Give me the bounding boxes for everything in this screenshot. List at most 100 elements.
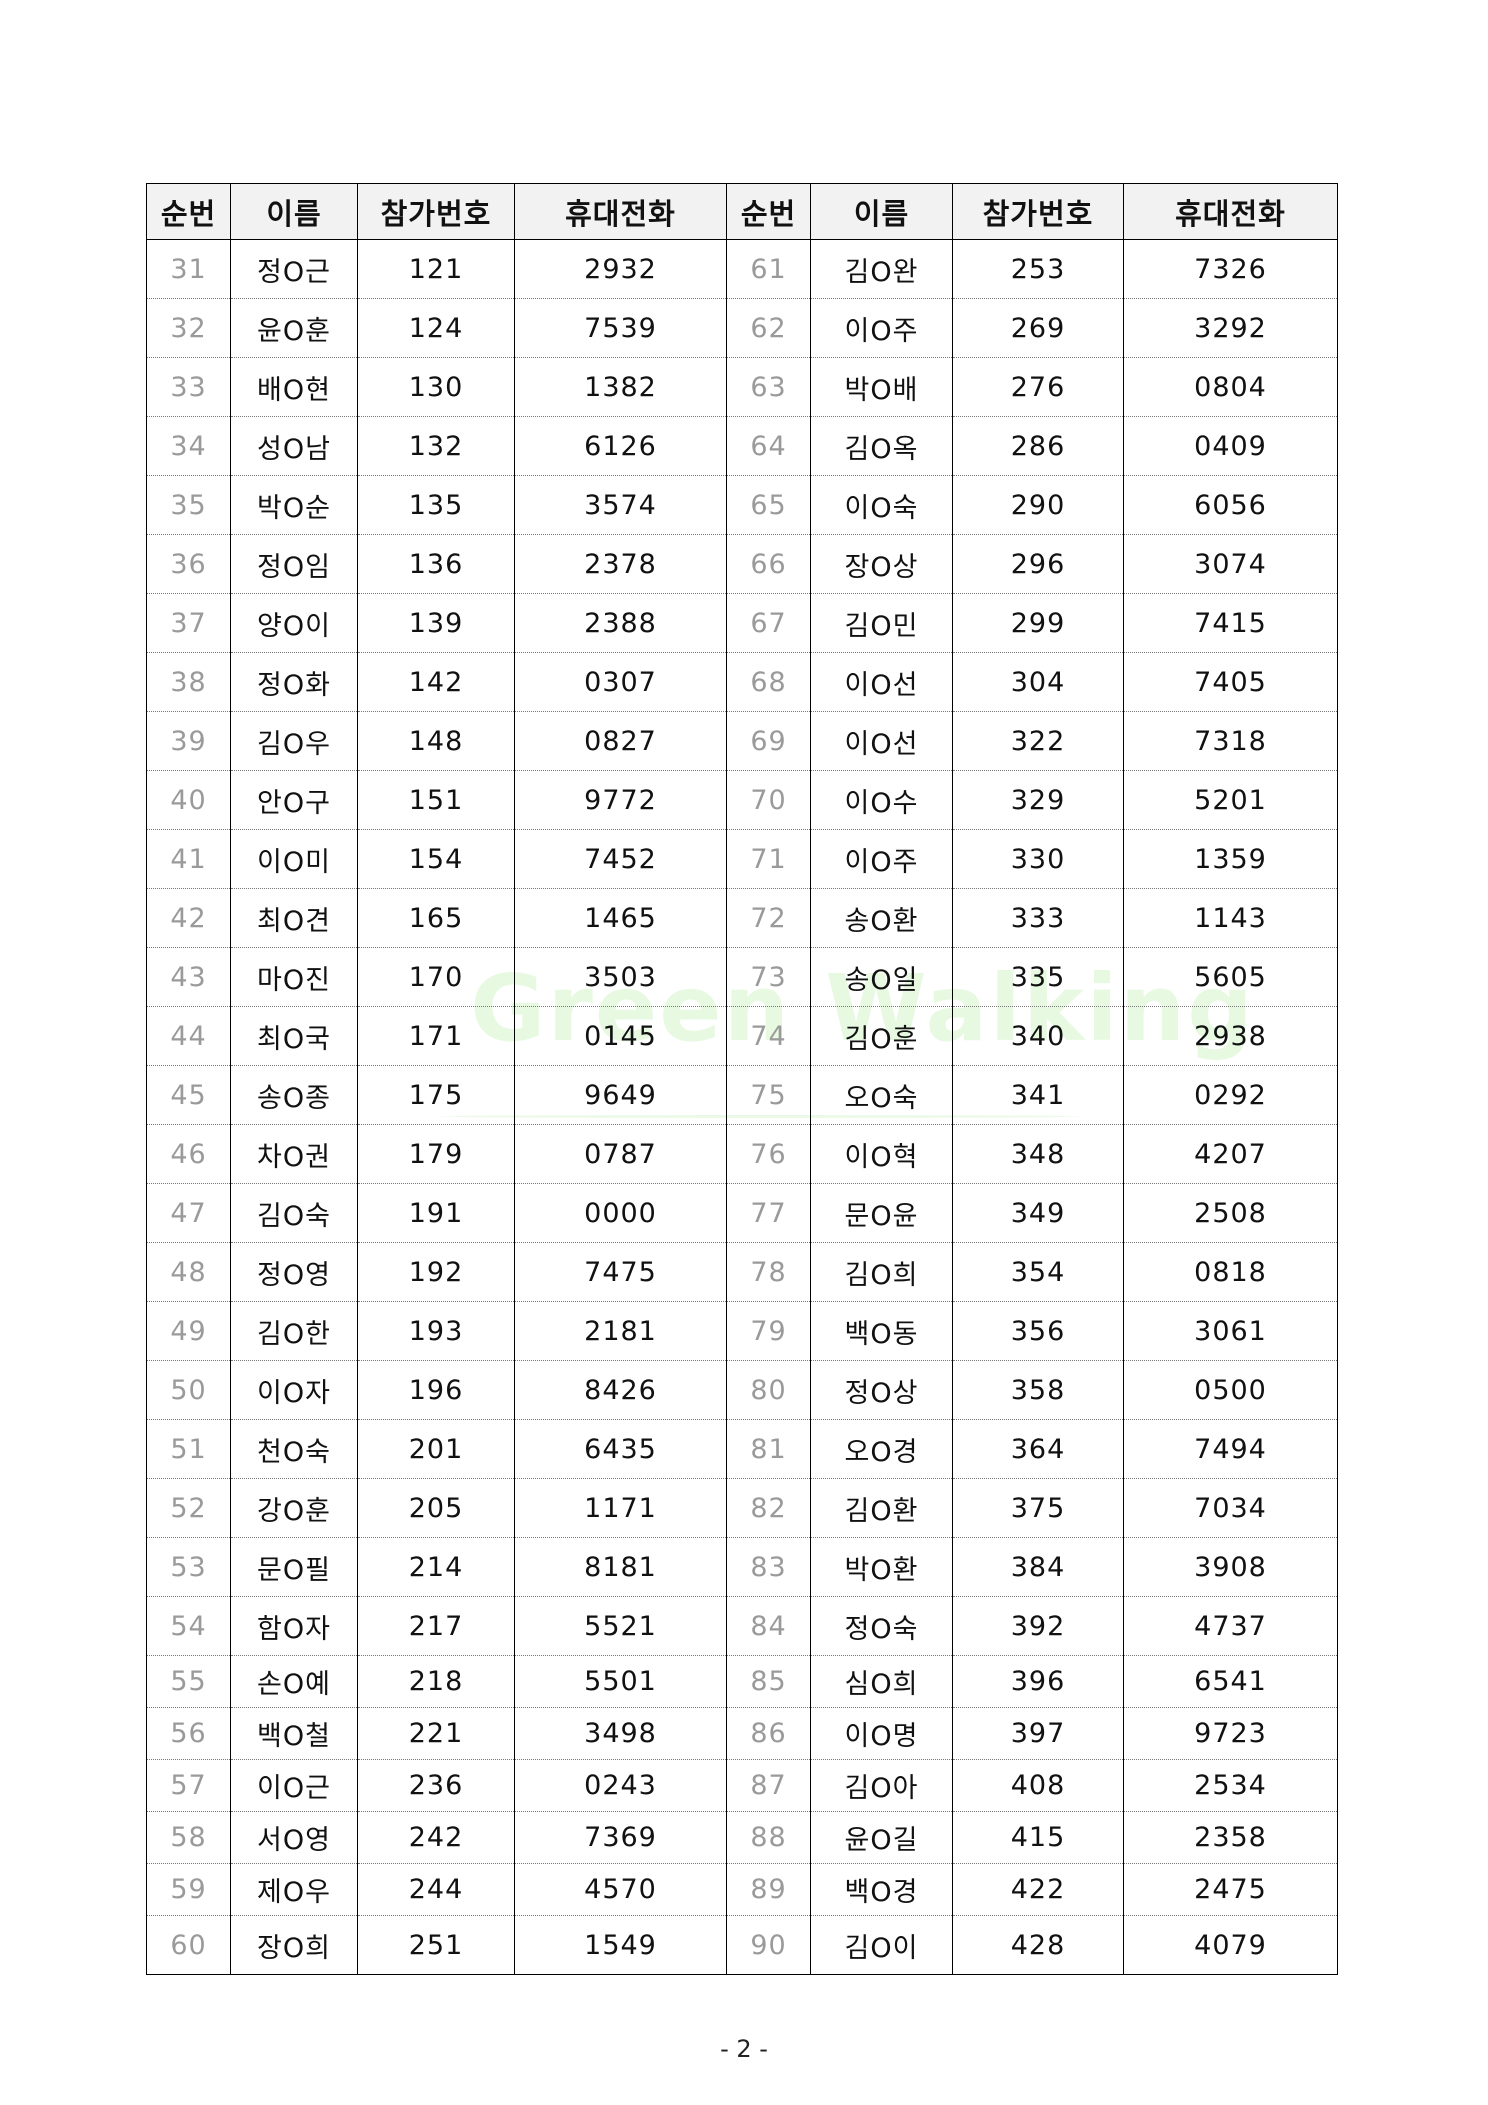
table-row: 50 이O자 196 8426 80 정O상 358 0500 xyxy=(146,1360,1338,1420)
table-row: 52 강O훈 205 1171 82 김O환 375 7034 xyxy=(146,1478,1338,1538)
seq-cell: 67 xyxy=(726,593,811,653)
table-row: 58 서O영 242 7369 88 윤O길 415 2358 xyxy=(146,1811,1338,1864)
table-row: 39 김O우 148 0827 69 이O선 322 7318 xyxy=(146,711,1338,771)
table-row: 54 함O자 217 5521 84 정O숙 392 4737 xyxy=(146,1596,1338,1656)
table-row: 43 마O진 170 3503 73 송O일 335 5605 xyxy=(146,947,1338,1007)
phone-cell: 7369 xyxy=(514,1811,727,1864)
entry-number-cell: 396 xyxy=(952,1655,1124,1708)
entry-number-cell: 251 xyxy=(357,1915,515,1975)
phone-cell: 1143 xyxy=(1123,888,1338,948)
phone-cell: 2181 xyxy=(514,1301,727,1361)
name-cell: 김O숙 xyxy=(230,1183,358,1243)
entry-number-cell: 296 xyxy=(952,534,1124,594)
seq-cell: 49 xyxy=(146,1301,231,1361)
phone-cell: 0292 xyxy=(1123,1065,1338,1125)
seq-cell: 87 xyxy=(726,1759,811,1812)
phone-cell: 7475 xyxy=(514,1242,727,1302)
phone-cell: 0409 xyxy=(1123,416,1338,476)
name-cell: 백O경 xyxy=(810,1863,953,1916)
name-cell: 김O민 xyxy=(810,593,953,653)
name-cell: 이O숙 xyxy=(810,475,953,535)
name-cell: 이O근 xyxy=(230,1759,358,1812)
phone-cell: 0804 xyxy=(1123,357,1338,417)
entry-number-cell: 269 xyxy=(952,298,1124,358)
name-cell: 최O견 xyxy=(230,888,358,948)
entry-number-cell: 165 xyxy=(357,888,515,948)
table-row: 36 정O임 136 2378 66 장O상 296 3074 xyxy=(146,534,1338,594)
entry-number-cell: 218 xyxy=(357,1655,515,1708)
name-cell: 차O권 xyxy=(230,1124,358,1184)
entry-number-cell: 392 xyxy=(952,1596,1124,1656)
header-phone: 휴대전화 xyxy=(514,183,727,240)
phone-cell: 2378 xyxy=(514,534,727,594)
name-cell: 이O주 xyxy=(810,298,953,358)
entry-number-cell: 415 xyxy=(952,1811,1124,1864)
entry-number-cell: 348 xyxy=(952,1124,1124,1184)
seq-cell: 57 xyxy=(146,1759,231,1812)
phone-cell: 4570 xyxy=(514,1863,727,1916)
phone-cell: 1465 xyxy=(514,888,727,948)
name-cell: 윤O길 xyxy=(810,1811,953,1864)
phone-cell: 0818 xyxy=(1123,1242,1338,1302)
seq-cell: 83 xyxy=(726,1537,811,1597)
entry-number-cell: 171 xyxy=(357,1006,515,1066)
entry-number-cell: 193 xyxy=(357,1301,515,1361)
table-row: 57 이O근 236 0243 87 김O아 408 2534 xyxy=(146,1759,1338,1812)
phone-cell: 2388 xyxy=(514,593,727,653)
phone-cell: 4207 xyxy=(1123,1124,1338,1184)
entry-number-cell: 175 xyxy=(357,1065,515,1125)
seq-cell: 86 xyxy=(726,1707,811,1760)
phone-cell: 7415 xyxy=(1123,593,1338,653)
entry-number-cell: 154 xyxy=(357,829,515,889)
seq-cell: 71 xyxy=(726,829,811,889)
name-cell: 양O이 xyxy=(230,593,358,653)
entry-number-cell: 322 xyxy=(952,711,1124,771)
phone-cell: 4079 xyxy=(1123,1915,1338,1975)
seq-cell: 69 xyxy=(726,711,811,771)
phone-cell: 3574 xyxy=(514,475,727,535)
phone-cell: 0787 xyxy=(514,1124,727,1184)
name-cell: 서O영 xyxy=(230,1811,358,1864)
entry-number-cell: 304 xyxy=(952,652,1124,712)
entry-number-cell: 130 xyxy=(357,357,515,417)
entry-number-cell: 358 xyxy=(952,1360,1124,1420)
name-cell: 오O숙 xyxy=(810,1065,953,1125)
seq-cell: 81 xyxy=(726,1419,811,1479)
seq-cell: 79 xyxy=(726,1301,811,1361)
name-cell: 김O옥 xyxy=(810,416,953,476)
phone-cell: 0243 xyxy=(514,1759,727,1812)
seq-cell: 51 xyxy=(146,1419,231,1479)
seq-cell: 40 xyxy=(146,770,231,830)
phone-cell: 3908 xyxy=(1123,1537,1338,1597)
name-cell: 이O자 xyxy=(230,1360,358,1420)
table-row: 60 장O희 251 1549 90 김O이 428 4079 xyxy=(146,1915,1338,1975)
phone-cell: 5521 xyxy=(514,1596,727,1656)
name-cell: 심O희 xyxy=(810,1655,953,1708)
seq-cell: 90 xyxy=(726,1915,811,1975)
name-cell: 이O주 xyxy=(810,829,953,889)
entry-number-cell: 341 xyxy=(952,1065,1124,1125)
seq-cell: 46 xyxy=(146,1124,231,1184)
seq-cell: 45 xyxy=(146,1065,231,1125)
name-cell: 정O숙 xyxy=(810,1596,953,1656)
table-row: 37 양O이 139 2388 67 김O민 299 7415 xyxy=(146,593,1338,653)
table-row: 32 윤O훈 124 7539 62 이O주 269 3292 xyxy=(146,298,1338,358)
table-row: 38 정O화 142 0307 68 이O선 304 7405 xyxy=(146,652,1338,712)
header-entry-number: 참가번호 xyxy=(357,183,515,240)
seq-cell: 53 xyxy=(146,1537,231,1597)
seq-cell: 54 xyxy=(146,1596,231,1656)
entry-number-cell: 428 xyxy=(952,1915,1124,1975)
seq-cell: 62 xyxy=(726,298,811,358)
entry-number-cell: 217 xyxy=(357,1596,515,1656)
seq-cell: 31 xyxy=(146,239,231,299)
entry-number-cell: 136 xyxy=(357,534,515,594)
table-row: 46 차O권 179 0787 76 이O혁 348 4207 xyxy=(146,1124,1338,1184)
table-header-row: 순번 이름 참가번호 휴대전화 순번 이름 참가번호 휴대전화 xyxy=(146,183,1338,240)
phone-cell: 7318 xyxy=(1123,711,1338,771)
seq-cell: 76 xyxy=(726,1124,811,1184)
name-cell: 장O희 xyxy=(230,1915,358,1975)
table-row: 51 천O숙 201 6435 81 오O경 364 7494 xyxy=(146,1419,1338,1479)
entry-number-cell: 121 xyxy=(357,239,515,299)
name-cell: 배O현 xyxy=(230,357,358,417)
phone-cell: 2534 xyxy=(1123,1759,1338,1812)
